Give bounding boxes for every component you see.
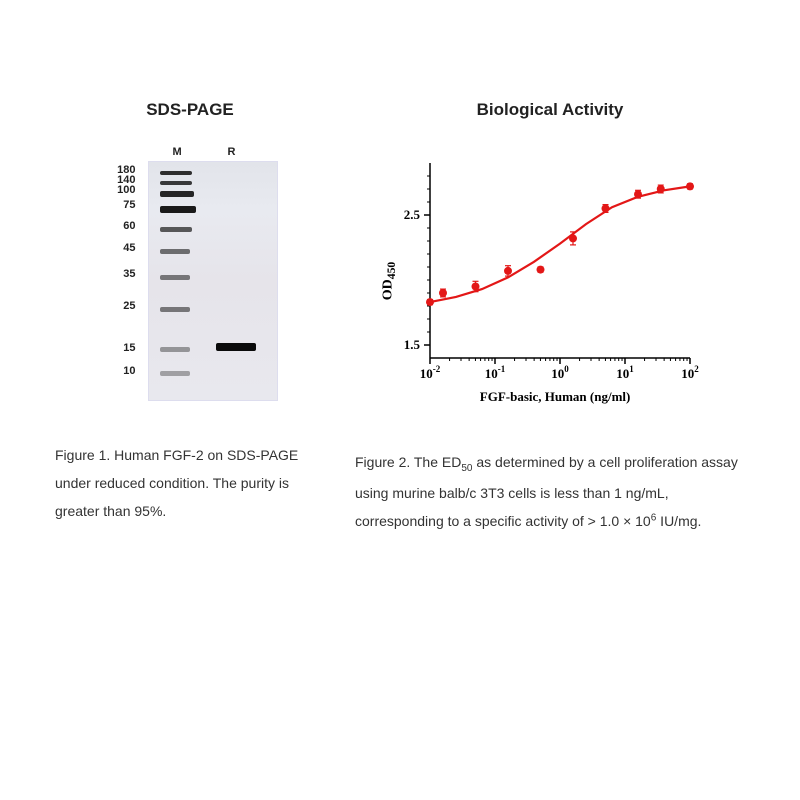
marker-band [160,249,190,254]
caption-sub: 50 [461,463,472,474]
dose-response-chart: OD450 1.5 2.5 10-2 10-1 100 101 102 FGF-basic,… [375,148,705,413]
lane-label-r: R [228,146,236,158]
marker-band [160,206,196,213]
svg-text:101: 101 [616,364,634,381]
svg-text:1.5: 1.5 [404,337,421,352]
sds-page-title: SDS-PAGE [146,100,234,120]
mw-label: 75 [106,199,136,211]
bioactivity-panel: Biological Activity OD450 1.5 2.5 10-2 10-1… [355,100,745,535]
x-axis-label: FGF-basic, Human (ng/ml) [480,389,631,405]
lane-label-m: M [173,146,182,158]
svg-text:2.5: 2.5 [404,207,421,222]
figure-container: SDS-PAGE M R 18014010075604535251510 Fig… [0,0,800,535]
mw-label: 45 [106,242,136,254]
figure1-caption: Figure 1. Human FGF-2 on SDS-PAGE under … [55,441,325,525]
gel-image: M R 18014010075604535251510 [98,146,283,406]
svg-text:100: 100 [551,364,569,381]
figure2-caption: Figure 2. The ED50 as determined by a ce… [355,448,745,535]
caption-text: IU/mg. [656,513,701,529]
bioactivity-title: Biological Activity [355,100,745,120]
mw-label: 25 [106,300,136,312]
chart-svg: 1.5 2.5 10-2 10-1 100 101 102 [375,148,705,413]
marker-band [160,227,192,232]
y-axis-label: OD450 [380,261,398,299]
sds-page-panel: SDS-PAGE M R 18014010075604535251510 Fig… [55,100,325,535]
y-axis-label-sub: 450 [385,261,398,278]
mw-label: 100 [106,184,136,196]
marker-band [160,191,194,197]
svg-text:10-1: 10-1 [485,364,506,381]
y-axis-label-text: OD [380,279,395,300]
caption-text: Figure 2. The ED [355,454,461,470]
marker-band [160,371,190,376]
marker-band [160,275,190,280]
mw-label: 60 [106,220,136,232]
svg-text:10-2: 10-2 [420,364,441,381]
marker-band [160,181,192,185]
sample-band [216,343,256,351]
svg-text:102: 102 [681,364,699,381]
gel-background [148,161,278,401]
mw-label: 35 [106,268,136,280]
mw-label: 15 [106,342,136,354]
marker-band [160,171,192,175]
mw-label: 10 [106,365,136,377]
marker-band [160,347,190,352]
marker-band [160,307,190,312]
